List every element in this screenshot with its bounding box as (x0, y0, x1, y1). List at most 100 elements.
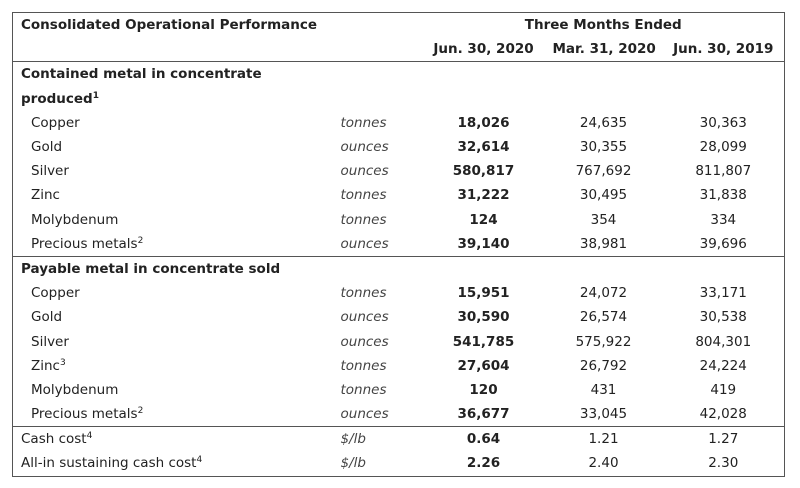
table-row: Molybdenum tonnes 124 354 334 (13, 208, 785, 232)
value-mar-2020: 2.40 (588, 455, 619, 472)
value-jun-2020: 32,614 (457, 139, 510, 156)
value-mar-2020: 33,045 (579, 406, 628, 423)
value-jun-2019: 1.27 (662, 426, 785, 452)
table-row: Precious metals2 ounces 36,677 33,045 42,028 (13, 402, 785, 427)
table-row: Copper tonnes 18,026 24,635 30,363 (13, 111, 785, 135)
row-label: All-in sustaining cash cost4 (21, 455, 203, 472)
section-header-sold: Payable metal in concentrate sold (12, 255, 785, 282)
row-unit: ounces (340, 139, 389, 156)
row-label: Cash cost4 (12, 426, 333, 452)
value-jun-2019: 24,224 (699, 357, 747, 374)
table-title: Consolidated Operational Performance (21, 17, 318, 34)
value-jun-2020: 27,604 (457, 357, 510, 374)
value-jun-2019: 30,538 (699, 309, 747, 326)
table-row: Gold ounces 30,590 26,574 30,538 (13, 305, 785, 329)
value-mar-2020: 767,692 (575, 163, 632, 180)
value-jun-2020: 0.64 (422, 426, 545, 452)
section-title: Payable metal in concentrate sold (12, 255, 785, 282)
value-jun-2019: 28,099 (699, 139, 747, 156)
section-title: Contained metal in concentrate (12, 61, 785, 87)
value-jun-2019: 42,028 (699, 406, 747, 423)
footnote-marker: 3 (59, 357, 66, 368)
row-unit: tonnes (340, 211, 387, 228)
table-row: Copper tonnes 15,951 24,072 33,171 (13, 281, 785, 305)
value-mar-2020: 24,072 (579, 285, 628, 302)
footnote-marker: 4 (196, 455, 203, 466)
value-jun-2020: 2.26 (466, 455, 501, 472)
value-jun-2019: 33,171 (699, 285, 747, 302)
row-label: Gold (31, 139, 63, 156)
value-jun-2020: 31,222 (457, 187, 510, 204)
sold-rows: Copper tonnes 15,951 24,072 33,171 Gold ounces… (13, 281, 785, 427)
value-mar-2020: 26,792 (579, 357, 628, 374)
footnote-marker: 2 (137, 406, 144, 417)
value-mar-2020: 30,495 (579, 187, 628, 204)
row-unit: tonnes (340, 357, 387, 374)
footnote-marker: 4 (86, 431, 93, 442)
row-label: Gold (31, 309, 63, 326)
section-header-produced-line2: produced1 (13, 87, 785, 111)
row-unit: tonnes (340, 285, 387, 302)
operational-performance-table: Consolidated Operational Performance Thr… (12, 12, 785, 477)
value-jun-2019: 811,807 (695, 163, 752, 180)
section-header-produced: Contained metal in concentrate (12, 61, 785, 87)
row-unit: tonnes (340, 381, 387, 398)
value-jun-2020: 39,140 (457, 235, 510, 252)
footnote-marker: 1 (92, 90, 99, 101)
header-row-1: Consolidated Operational Performance Thr… (13, 13, 785, 38)
row-label: Molybdenum (31, 211, 119, 228)
value-jun-2020: 541,785 (452, 333, 515, 350)
row-unit: $/lb (332, 426, 423, 452)
value-mar-2020: 24,635 (579, 114, 628, 131)
value-jun-2020: 15,951 (457, 285, 510, 302)
row-unit: ounces (340, 163, 389, 180)
table-row: Zinc3 tonnes 27,604 26,792 24,224 (13, 354, 785, 378)
column-header-jun-2019: Jun. 30, 2019 (673, 41, 774, 58)
row-unit: tonnes (340, 114, 387, 131)
value-jun-2020: 580,817 (452, 163, 515, 180)
table-row: Molybdenum tonnes 120 431 419 (13, 378, 785, 402)
table-row: Zinc tonnes 31,222 30,495 31,838 (13, 183, 785, 207)
value-mar-2020: 575,922 (575, 333, 632, 350)
row-label: Precious metals2 (31, 406, 144, 423)
column-header-jun-2020: Jun. 30, 2020 (433, 41, 534, 58)
value-jun-2019: 30,363 (699, 114, 747, 131)
value-jun-2020: 120 (469, 381, 498, 398)
value-mar-2020: 1.21 (544, 426, 663, 452)
value-jun-2019: 419 (710, 381, 737, 398)
row-label: Copper (31, 114, 80, 131)
footnote-marker: 2 (137, 235, 144, 246)
value-jun-2019: 31,838 (699, 187, 747, 204)
cost-rows: Cash cost4 $/lb 0.64 1.21 1.27 All-in sustain… (12, 426, 785, 476)
row-unit: ounces (340, 406, 389, 423)
table-row: Cash cost4 $/lb 0.64 1.21 1.27 (12, 426, 785, 452)
value-jun-2020: 30,590 (457, 309, 510, 326)
value-jun-2020: 36,677 (457, 406, 510, 423)
value-jun-2019: 39,696 (699, 235, 747, 252)
row-unit: ounces (340, 309, 389, 326)
row-unit: ounces (340, 235, 389, 252)
value-jun-2019: 2.30 (708, 455, 739, 472)
table-row: Gold ounces 32,614 30,355 28,099 (13, 135, 785, 159)
row-unit: ounces (340, 333, 389, 350)
value-jun-2020: 124 (469, 211, 498, 228)
row-unit: tonnes (340, 187, 387, 204)
section-title-continued: produced1 (21, 90, 99, 107)
column-header-mar-2020: Mar. 31, 2020 (552, 41, 656, 58)
operational-performance-table-wrapper: Consolidated Operational Performance Thr… (12, 12, 785, 477)
value-jun-2019: 334 (710, 211, 737, 228)
row-label: Precious metals2 (31, 235, 144, 252)
row-label: Silver (31, 163, 69, 180)
row-label: Copper (31, 285, 80, 302)
value-mar-2020: 38,981 (579, 235, 628, 252)
value-mar-2020: 26,574 (579, 309, 628, 326)
row-label: Zinc3 (31, 357, 66, 374)
row-unit: $/lb (340, 455, 366, 472)
row-label: Silver (31, 333, 69, 350)
value-mar-2020: 30,355 (579, 139, 628, 156)
column-group-header: Three Months Ended (524, 17, 682, 34)
value-jun-2019: 804,301 (695, 333, 752, 350)
produced-rows: Copper tonnes 18,026 24,635 30,363 Gold ounces… (13, 111, 785, 257)
value-jun-2020: 18,026 (457, 114, 510, 131)
row-label: Molybdenum (31, 381, 119, 398)
